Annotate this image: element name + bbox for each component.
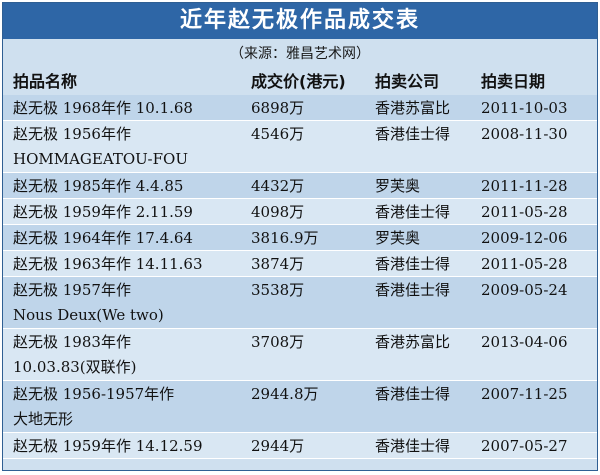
row-auction-house: 罗芙奥 xyxy=(375,229,421,247)
row-auction-date: 2009-05-24 xyxy=(481,281,568,299)
row-auction-house: 香港苏富比 xyxy=(375,99,451,117)
row-auction-house: 香港佳士得 xyxy=(375,125,451,143)
row-auction-date: 2011-10-03 xyxy=(481,99,568,117)
table-row: 赵无极 1959年作 14.12.59 2944万 香港佳士得 2007-05-… xyxy=(3,433,597,459)
row-price: 4546万 xyxy=(251,125,305,143)
row-auction-house: 罗芙奥 xyxy=(375,177,421,195)
row-auction-date: 2008-11-30 xyxy=(481,125,568,143)
row-auction-house: 香港佳士得 xyxy=(375,281,451,299)
row-auction-date: 2011-05-28 xyxy=(481,255,568,273)
row-price: 4098万 xyxy=(251,203,305,221)
row-auction-house: 香港苏富比 xyxy=(375,333,451,351)
row-item-name: 赵无极 1956-1957年作 xyxy=(13,385,175,403)
source-note: （来源：雅昌艺术网） xyxy=(230,46,370,62)
row-item-subtitle: 大地无形 xyxy=(13,410,74,428)
table-title: 近年赵无极作品成交表 xyxy=(3,3,597,39)
row-item-subtitle: Nous Deux(We two) xyxy=(13,306,164,324)
row-item-name: 赵无极 1963年作 14.11.63 xyxy=(13,255,203,273)
table-header-row: 拍品名称 成交价(港元) 拍卖公司 拍卖日期 xyxy=(3,69,597,95)
row-item-subtitle: HOMMAGEATOU-FOU xyxy=(13,150,188,168)
table-row: 赵无极 1983年作 10.03.83(双联作) 3708万 香港苏富比 201… xyxy=(3,329,597,381)
row-item-name: 赵无极 1985年作 4.4.85 xyxy=(13,177,184,195)
row-auction-date: 2011-11-28 xyxy=(481,177,568,195)
row-price: 3816.9万 xyxy=(251,229,319,247)
row-price: 3874万 xyxy=(251,255,305,273)
row-auction-house: 香港佳士得 xyxy=(375,203,451,221)
table-row: 赵无极 1964年作 17.4.64 3816.9万 罗芙奥 2009-12-0… xyxy=(3,225,597,251)
table-row: 赵无极 1956年作 HOMMAGEATOU-FOU 4546万 香港佳士得 2… xyxy=(3,121,597,173)
row-price: 3538万 xyxy=(251,281,305,299)
row-auction-house: 香港佳士得 xyxy=(375,437,451,455)
table-row: 赵无极 1968年作 10.1.68 6898万 香港苏富比 2011-10-0… xyxy=(3,95,597,121)
row-item-name: 赵无极 1964年作 17.4.64 xyxy=(13,229,193,247)
header-price: 成交价(港元) xyxy=(251,72,346,91)
table-row: 赵无极 1963年作 14.11.63 3874万 香港佳士得 2011-05-… xyxy=(3,251,597,277)
row-auction-house: 香港佳士得 xyxy=(375,255,451,273)
row-auction-date: 2011-05-28 xyxy=(481,203,568,221)
row-item-name: 赵无极 1968年作 10.1.68 xyxy=(13,99,193,117)
header-auction-house: 拍卖公司 xyxy=(375,72,440,91)
row-item-name: 赵无极 1959年作 2.11.59 xyxy=(13,203,193,221)
header-item-name: 拍品名称 xyxy=(13,72,78,91)
row-item-name: 赵无极 1983年作 xyxy=(13,333,131,351)
row-price: 2944万 xyxy=(251,437,305,455)
row-auction-date: 2007-11-25 xyxy=(481,385,568,403)
row-auction-date: 2009-12-06 xyxy=(481,229,568,247)
table-body: 赵无极 1968年作 10.1.68 6898万 香港苏富比 2011-10-0… xyxy=(3,95,597,459)
row-item-subtitle: 10.03.83(双联作) xyxy=(13,358,137,376)
row-price: 3708万 xyxy=(251,333,305,351)
row-price: 6898万 xyxy=(251,99,305,117)
row-price: 4432万 xyxy=(251,177,305,195)
header-auction-date: 拍卖日期 xyxy=(481,72,546,91)
table-row: 赵无极 1985年作 4.4.85 4432万 罗芙奥 2011-11-28 xyxy=(3,173,597,199)
table-row: 赵无极 1957年作 Nous Deux(We two) 3538万 香港佳士得… xyxy=(3,277,597,329)
row-auction-date: 2007-05-27 xyxy=(481,437,568,455)
row-price: 2944.8万 xyxy=(251,385,319,403)
table-row: 赵无极 1956-1957年作 大地无形 2944.8万 香港佳士得 2007-… xyxy=(3,381,597,433)
row-auction-date: 2013-04-06 xyxy=(481,333,568,351)
row-item-name: 赵无极 1956年作 xyxy=(13,125,131,143)
row-auction-house: 香港佳士得 xyxy=(375,385,451,403)
row-item-name: 赵无极 1957年作 xyxy=(13,281,131,299)
row-item-name: 赵无极 1959年作 14.12.59 xyxy=(13,437,203,455)
table-row: 赵无极 1959年作 2.11.59 4098万 香港佳士得 2011-05-2… xyxy=(3,199,597,225)
